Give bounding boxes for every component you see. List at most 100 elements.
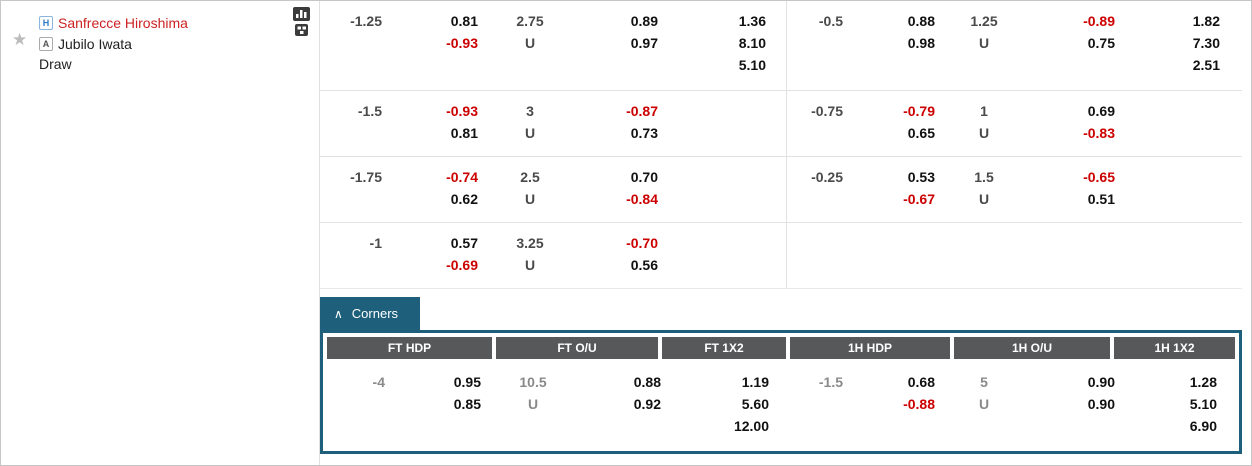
odds-value[interactable]: -0.67 — [903, 191, 935, 207]
corners-1h-hdp-line: -1.5 — [818, 374, 843, 390]
h1-odds-half — [787, 223, 1242, 288]
ou-line: 1.5 — [974, 169, 994, 185]
home-team-name[interactable]: Sanfrecce Hiroshima — [58, 14, 188, 31]
odds-value[interactable]: 0.69 — [1087, 103, 1115, 119]
ou-line: 2.75 — [516, 13, 544, 29]
odds-value[interactable]: 2.51 — [1192, 57, 1220, 73]
odds-value[interactable]: 6.90 — [1189, 418, 1217, 434]
odds-value[interactable]: 1.36 — [738, 13, 766, 29]
odds-value[interactable]: 0.88 — [633, 374, 661, 390]
odds-value[interactable]: 0.57 — [450, 235, 478, 251]
ou-mark: U — [524, 191, 536, 207]
odds-value[interactable]: 0.97 — [630, 35, 658, 51]
odds-value[interactable]: 5.10 — [1189, 396, 1217, 412]
ft-odds-half: -1.25 0.81 -0.93 2.75 U 0.89 0.97 1.36 8… — [320, 1, 787, 90]
ft-hdp-odds-cell: -0.93 0.81 — [390, 100, 490, 156]
odds-value[interactable]: -0.70 — [626, 235, 658, 251]
odds-value[interactable]: 0.90 — [1087, 374, 1115, 390]
odds-value[interactable]: 1.82 — [1192, 13, 1220, 29]
odds-value[interactable]: 1.28 — [1189, 374, 1217, 390]
h1-ou-odds-cell: 0.69 -0.83 — [1021, 100, 1127, 156]
odds-value[interactable]: 0.51 — [1087, 191, 1115, 207]
odds-value[interactable]: -0.87 — [626, 103, 658, 119]
ft-1x2-cell — [670, 166, 782, 222]
odds-value[interactable]: 0.92 — [633, 396, 661, 412]
odds-value[interactable]: -0.79 — [903, 103, 935, 119]
odds-value[interactable]: 5.10 — [738, 57, 766, 73]
ou-mark: U — [978, 396, 990, 412]
odds-value[interactable]: 1.19 — [741, 374, 769, 390]
odds-value[interactable]: -0.74 — [446, 169, 478, 185]
ou-mark: U — [978, 191, 990, 207]
corners-ft-ou-odds-cell: 0.88 0.92 — [573, 371, 673, 437]
odds-value[interactable]: -0.93 — [446, 35, 478, 51]
corners-table: FT HDP FT O/U FT 1X2 1H HDP 1H O/U 1H 1X… — [320, 330, 1242, 454]
corners-section: ∧ Corners FT HDP FT O/U FT 1X2 1H HDP 1H… — [320, 297, 1242, 454]
away-team-row: A Jubilo Iwata — [39, 33, 309, 54]
match-panel-icons — [293, 7, 310, 36]
corners-header-row: FT HDP FT O/U FT 1X2 1H HDP 1H O/U 1H 1X… — [323, 333, 1239, 363]
odds-value[interactable]: -0.93 — [446, 103, 478, 119]
collapse-caret-icon: ∧ — [334, 306, 343, 321]
corners-ft-half: -4 0.95 0.85 10.5 U 0.88 0.92 — [323, 371, 787, 437]
ft-hdp-line: -1.25 — [350, 13, 382, 29]
odds-value[interactable]: 0.75 — [1087, 35, 1115, 51]
odds-value[interactable]: 0.81 — [450, 13, 478, 29]
ft-1x2-cell — [670, 100, 782, 156]
lineup-grid-icon[interactable] — [295, 24, 308, 36]
h1-hdp-line: -0.25 — [811, 169, 843, 185]
odds-value[interactable]: 0.56 — [630, 257, 658, 273]
ft-hdp-odds-cell: -0.74 0.62 — [390, 166, 490, 222]
ft-ou-odds-cell: -0.87 0.73 — [570, 100, 670, 156]
odds-row-2: -1.5 -0.93 0.81 3 U -0.87 0.73 -0.75 — [320, 91, 1242, 157]
odds-value[interactable]: -0.84 — [626, 191, 658, 207]
away-team-name[interactable]: Jubilo Iwata — [58, 35, 132, 52]
h1-ou-line-cell: 1.5 U — [947, 166, 1021, 222]
h1-1x2-cell — [1127, 166, 1242, 222]
odds-value[interactable]: 0.88 — [907, 13, 935, 29]
odds-value[interactable]: 0.90 — [1087, 396, 1115, 412]
h1-hdp-line: -0.5 — [818, 13, 843, 29]
ft-odds-half: -1.5 -0.93 0.81 3 U -0.87 0.73 — [320, 91, 787, 156]
corners-header-1h-1x2: 1H 1X2 — [1114, 337, 1235, 359]
ft-hdp-line: -1.75 — [350, 169, 382, 185]
odds-value[interactable]: -0.89 — [1083, 13, 1115, 29]
odds-value[interactable]: 7.30 — [1192, 35, 1220, 51]
odds-value[interactable]: 0.53 — [907, 169, 935, 185]
h1-hdp-line: -0.75 — [811, 103, 843, 119]
ft-hdp-odds-cell: 0.57 -0.69 — [390, 232, 490, 288]
odds-value[interactable]: 0.89 — [630, 13, 658, 29]
corners-1h-hdp-odds-cell: 0.68 -0.88 — [851, 371, 947, 437]
odds-value[interactable]: -0.88 — [903, 396, 935, 412]
favorite-star-icon[interactable]: ★ — [12, 30, 28, 49]
odds-value[interactable]: 0.65 — [907, 125, 935, 141]
corners-ft-ou-line-cell: 10.5 U — [493, 371, 573, 437]
odds-value[interactable]: 5.60 — [741, 396, 769, 412]
odds-value[interactable]: 0.62 — [450, 191, 478, 207]
h1-1x2-cell: 1.82 7.30 2.51 — [1127, 10, 1242, 90]
odds-value[interactable]: 12.00 — [733, 418, 769, 434]
odds-value[interactable]: -0.65 — [1083, 169, 1115, 185]
corners-1h-1x2-cell: 1.28 5.10 6.90 — [1127, 371, 1239, 437]
ou-line: 1 — [980, 103, 988, 119]
odds-value[interactable]: 0.68 — [907, 374, 935, 390]
odds-value[interactable]: 0.81 — [450, 125, 478, 141]
ft-hdp-line: -1.5 — [357, 103, 382, 119]
odds-value[interactable]: 0.70 — [630, 169, 658, 185]
ft-ou-line-cell: 2.75 U — [490, 10, 570, 90]
odds-value[interactable]: 8.10 — [738, 35, 766, 51]
odds-value[interactable]: 0.73 — [630, 125, 658, 141]
odds-value[interactable]: -0.69 — [446, 257, 478, 273]
h1-ou-odds-cell: -0.89 0.75 — [1021, 10, 1127, 90]
ou-mark: U — [524, 257, 536, 273]
odds-value[interactable]: 0.95 — [453, 374, 481, 390]
ou-mark: U — [524, 125, 536, 141]
odds-row-1: -1.25 0.81 -0.93 2.75 U 0.89 0.97 1.36 8… — [320, 1, 1242, 91]
odds-value[interactable]: 0.98 — [907, 35, 935, 51]
corners-tab[interactable]: ∧ Corners — [320, 297, 421, 330]
corners-ft-hdp-line: -4 — [372, 374, 385, 390]
odds-value[interactable]: 0.85 — [453, 396, 481, 412]
corners-1h-ou-line-cell: 5 U — [947, 371, 1021, 437]
odds-value[interactable]: -0.83 — [1083, 125, 1115, 141]
stats-chart-icon[interactable] — [293, 7, 310, 21]
